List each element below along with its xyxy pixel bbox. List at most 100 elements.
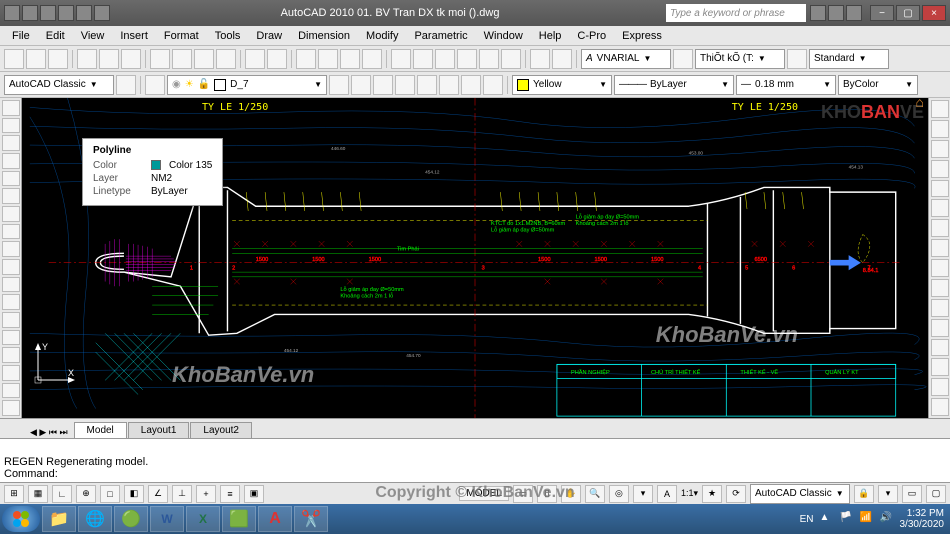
tb-new[interactable] [4,49,24,69]
menu-insert[interactable]: Insert [112,28,156,44]
tool-erase[interactable] [931,100,949,118]
tb-ws-save[interactable] [116,75,136,95]
menu-format[interactable]: Format [156,28,207,44]
menu-cpro[interactable]: C-Pro [569,28,614,44]
tb-layer-iso[interactable] [373,75,393,95]
tb-props[interactable] [391,49,411,69]
start-button[interactable] [2,506,40,532]
tab-layout1[interactable]: Layout1 [128,422,190,438]
tb-markup[interactable] [479,49,499,69]
sb-ortho[interactable]: ∟ [52,485,72,503]
tool-offset[interactable] [931,160,949,178]
tray-vol-icon[interactable]: 🔊 [880,512,894,526]
tray-up-icon[interactable]: ▲ [820,512,834,526]
tb-copy[interactable] [172,49,192,69]
tray-net-icon[interactable]: 📶 [860,512,874,526]
sb-snap[interactable]: ⊞ [4,485,24,503]
text-style-dropdown[interactable]: AVNARIAL▼ [581,49,671,69]
tb-b6[interactable] [552,49,572,69]
tool-join[interactable] [931,339,949,357]
tb-preview[interactable] [99,49,119,69]
tb-open[interactable] [26,49,46,69]
task-word[interactable]: W [150,506,184,532]
tb-zoom-win[interactable] [340,49,360,69]
menu-draw[interactable]: Draw [248,28,290,44]
tb-ds-mgr[interactable] [787,49,807,69]
tb-paste[interactable] [194,49,214,69]
task-coccoc[interactable]: 🟢 [114,506,148,532]
menu-dimension[interactable]: Dimension [290,28,358,44]
sb-ann-scale[interactable]: A [657,485,677,503]
linetype-dropdown[interactable]: ———ByLayer▼ [614,75,734,95]
tb-layer-mgr[interactable] [145,75,165,95]
tb-match[interactable] [216,49,236,69]
tray-flag-icon[interactable]: 🏳️ [840,512,854,526]
tool-block[interactable] [2,294,20,310]
tb-b5[interactable] [530,49,550,69]
subscription-icon[interactable] [828,5,844,21]
sb-ann-auto[interactable]: ⟳ [726,485,746,503]
tool-revcloud[interactable] [2,206,20,222]
new-icon[interactable] [4,5,20,21]
tool-region[interactable] [2,365,20,381]
tb-layer-make[interactable] [461,75,481,95]
sb-otrack[interactable]: ∠ [148,485,168,503]
menu-file[interactable]: File [4,28,38,44]
tb-zoom-prev[interactable] [362,49,382,69]
menu-parametric[interactable]: Parametric [406,28,475,44]
open-icon[interactable] [22,5,38,21]
print-icon[interactable] [94,5,110,21]
sb-dyn[interactable]: + [196,485,216,503]
help-icon[interactable] [846,5,862,21]
tb-layer-freeze[interactable] [417,75,437,95]
tool-table[interactable] [2,383,20,399]
tb-undo[interactable] [245,49,265,69]
tool-ellipse[interactable] [2,241,20,257]
tool-circle[interactable] [2,188,20,204]
task-explorer[interactable]: 📁 [42,506,76,532]
tb-plot[interactable] [77,49,97,69]
search-go-icon[interactable] [810,5,826,21]
tool-extend[interactable] [931,299,949,317]
tool-chamfer[interactable] [931,358,949,376]
tb-layer-off[interactable] [439,75,459,95]
task-chrome[interactable]: 🌐 [78,506,112,532]
dim-style-dropdown[interactable]: ThiÕt kÕ (T:▼ [695,49,785,69]
tb-dc[interactable] [413,49,433,69]
tool-ellarc[interactable] [2,259,20,275]
command-line[interactable]: REGEN Regenerating model. Command: [0,438,950,482]
tool-copy[interactable] [931,120,949,138]
plotstyle-dropdown[interactable]: ByColor▼ [838,75,918,95]
menu-help[interactable]: Help [531,28,570,44]
sb-wheel[interactable]: ◎ [609,485,629,503]
tool-insert[interactable] [2,277,20,293]
tray-clock[interactable]: 1:32 PM 3/30/2020 [900,508,945,530]
sb-polar[interactable]: ⊕ [76,485,96,503]
infocenter-search[interactable]: Type a keyword or phrase [666,4,806,22]
sb-show[interactable]: ▾ [633,485,653,503]
tb-redo[interactable] [267,49,287,69]
tb-ts-mgr[interactable] [673,49,693,69]
tb-ssm[interactable] [457,49,477,69]
tool-polygon[interactable] [2,135,20,151]
lineweight-dropdown[interactable]: —0.18 mm▼ [736,75,836,95]
tb-zoom[interactable] [318,49,338,69]
tb-publish[interactable] [121,49,141,69]
tool-stretch[interactable] [931,259,949,277]
tab-layout2[interactable]: Layout2 [190,422,252,438]
tool-fillet[interactable] [931,378,949,396]
sb-hw[interactable]: ▾ [878,485,898,503]
tool-explode[interactable] [931,398,949,416]
tb-layer-uniso[interactable] [395,75,415,95]
tool-line[interactable] [2,100,20,116]
tool-break[interactable] [931,319,949,337]
tab-model[interactable]: Model [74,422,127,438]
tool-arc[interactable] [2,171,20,187]
layer-dropdown[interactable]: ◉☀🔓 D_7▼ [167,75,327,95]
tb-save[interactable] [48,49,68,69]
ann-scale-value[interactable]: 1:1▾ [681,488,698,499]
minimize-button[interactable]: − [870,5,894,21]
task-snip[interactable]: ✂️ [294,506,328,532]
tb-qcalc[interactable] [501,49,521,69]
close-button[interactable]: × [922,5,946,21]
